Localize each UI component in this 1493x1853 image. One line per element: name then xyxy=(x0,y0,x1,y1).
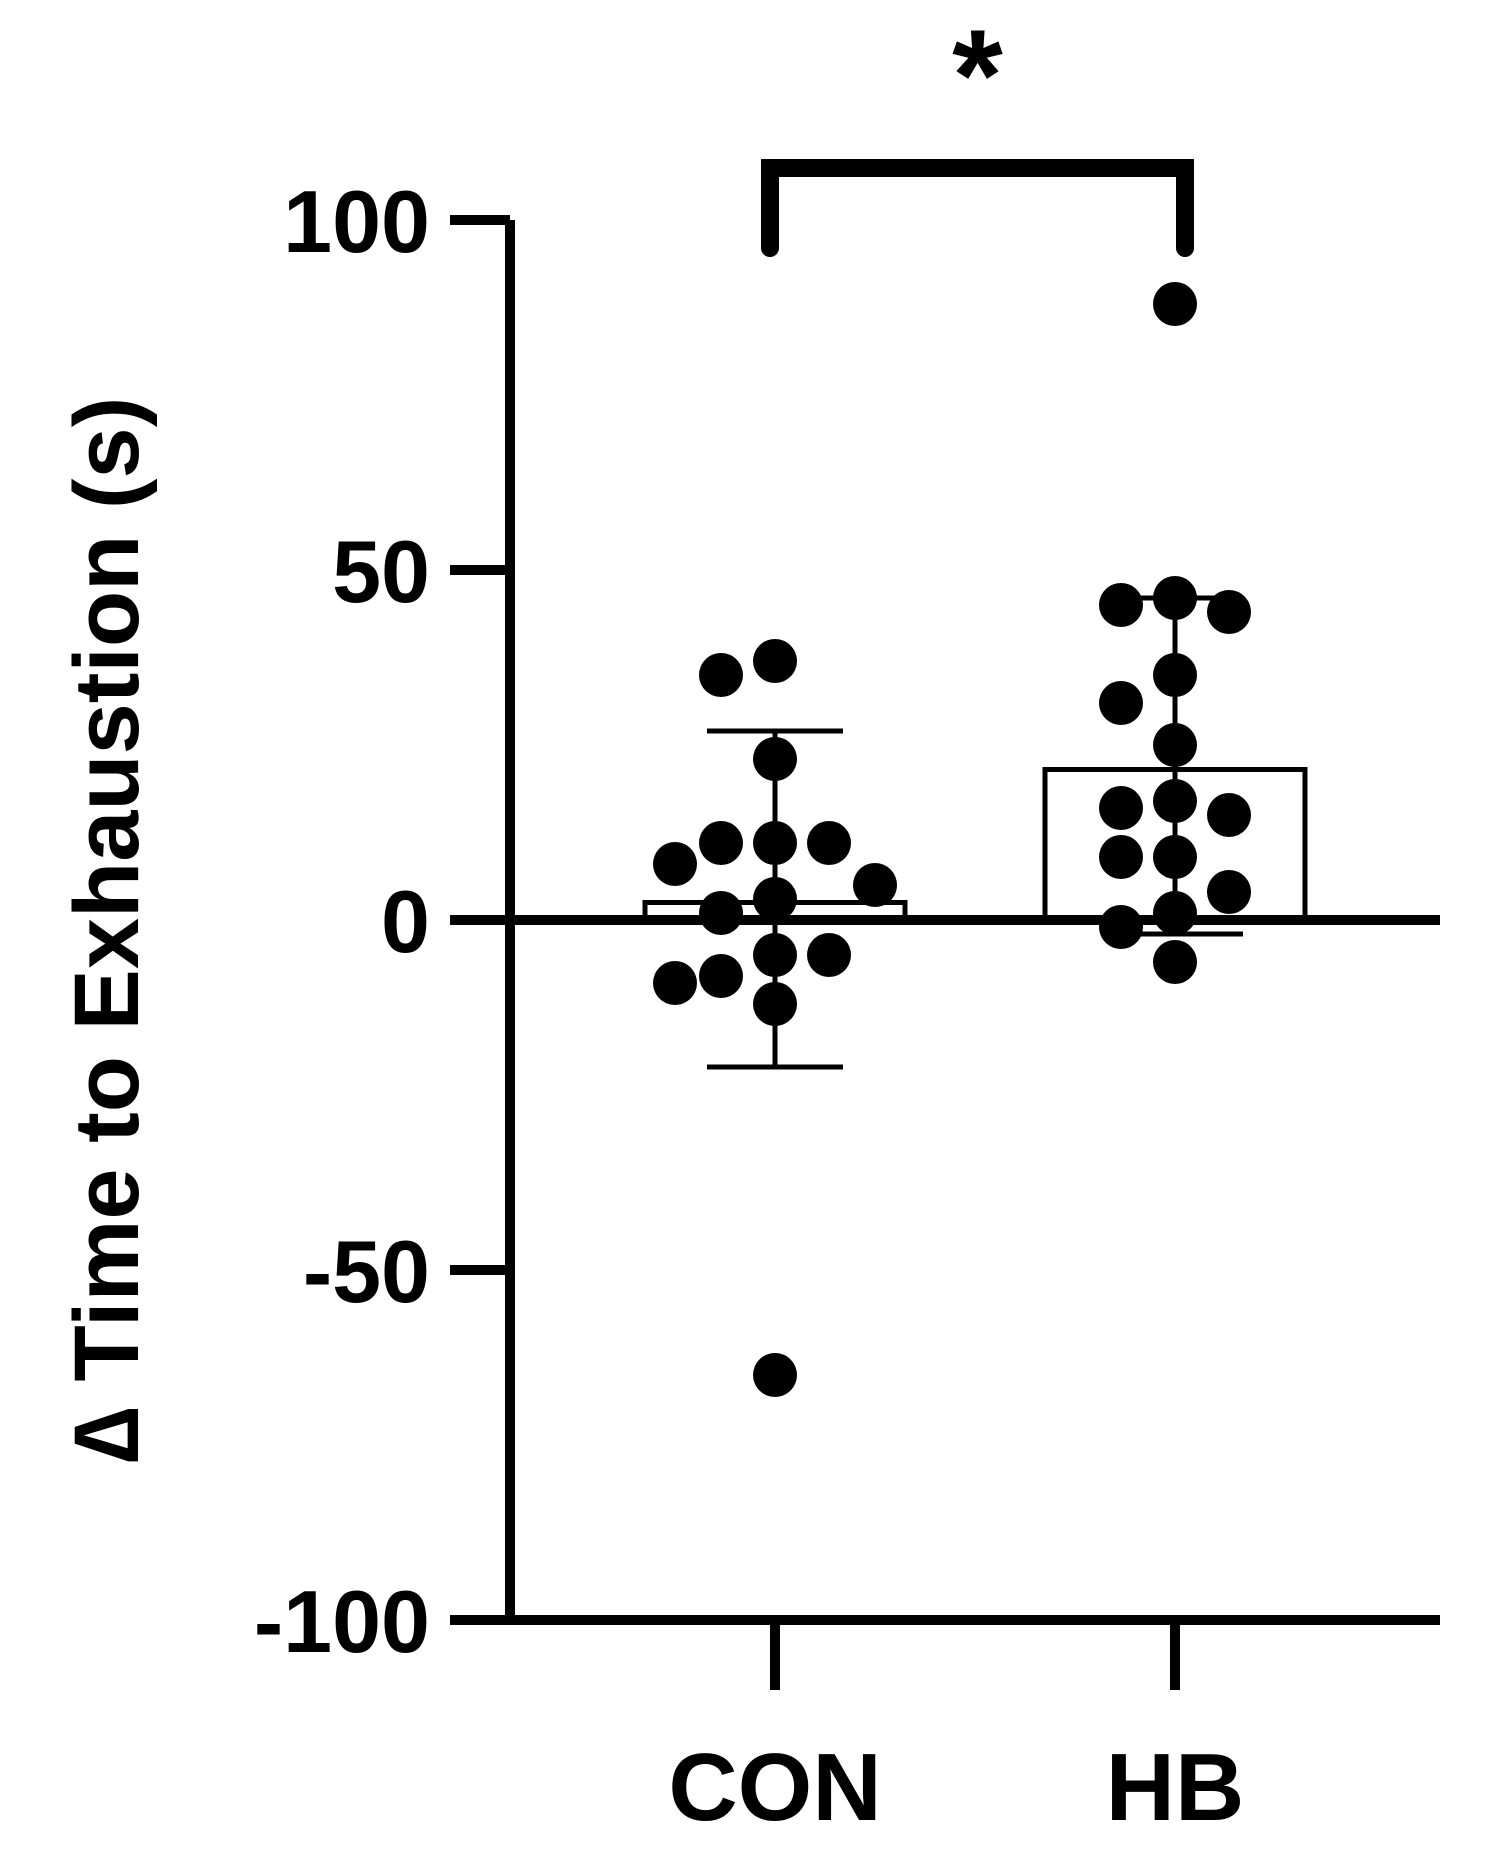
data-point xyxy=(653,961,697,1005)
data-point xyxy=(699,891,743,935)
data-point xyxy=(653,842,697,886)
data-point xyxy=(753,933,797,977)
data-point xyxy=(753,982,797,1026)
data-point xyxy=(1153,576,1197,620)
data-point xyxy=(1153,723,1197,767)
data-point xyxy=(1099,786,1143,830)
data-point xyxy=(1153,779,1197,823)
data-point xyxy=(1207,590,1251,634)
data-point xyxy=(1099,835,1143,879)
data-point xyxy=(1099,681,1143,725)
significance-star: * xyxy=(952,2,1003,148)
data-point xyxy=(853,863,897,907)
data-point xyxy=(1153,282,1197,326)
data-points xyxy=(653,282,1251,1397)
data-point xyxy=(1153,940,1197,984)
y-tick-label: 0 xyxy=(381,872,430,971)
data-point xyxy=(753,821,797,865)
data-point xyxy=(699,954,743,998)
significance-bracket xyxy=(761,159,1194,257)
y-tick-label: -100 xyxy=(254,1572,430,1671)
data-point xyxy=(1207,793,1251,837)
data-point xyxy=(807,821,851,865)
y-tick-label: -50 xyxy=(303,1222,430,1321)
data-point xyxy=(753,639,797,683)
y-tick-label: 50 xyxy=(332,522,430,621)
significance-annotation: * xyxy=(761,2,1194,257)
y-tick-label: 100 xyxy=(283,172,430,271)
bars xyxy=(642,767,1308,923)
y-axis: 100 50 0 -50 -100 xyxy=(254,172,515,1671)
y-axis-title: ∆ Time to Exhaustion (s) xyxy=(56,397,158,1464)
x-tick-label: CON xyxy=(668,1734,881,1841)
data-point xyxy=(699,653,743,697)
data-point xyxy=(1153,835,1197,879)
data-point xyxy=(1099,583,1143,627)
data-point xyxy=(1099,905,1143,949)
x-tick-label: HB xyxy=(1106,1734,1245,1841)
data-point xyxy=(753,1353,797,1397)
data-point xyxy=(1153,653,1197,697)
data-point xyxy=(1153,891,1197,935)
data-point xyxy=(1207,870,1251,914)
data-point xyxy=(807,933,851,977)
data-point xyxy=(753,877,797,921)
y-axis-title-group: ∆ Time to Exhaustion (s) xyxy=(56,397,158,1464)
data-point xyxy=(753,737,797,781)
data-point xyxy=(699,821,743,865)
x-axis: CON HB xyxy=(450,1615,1440,1841)
